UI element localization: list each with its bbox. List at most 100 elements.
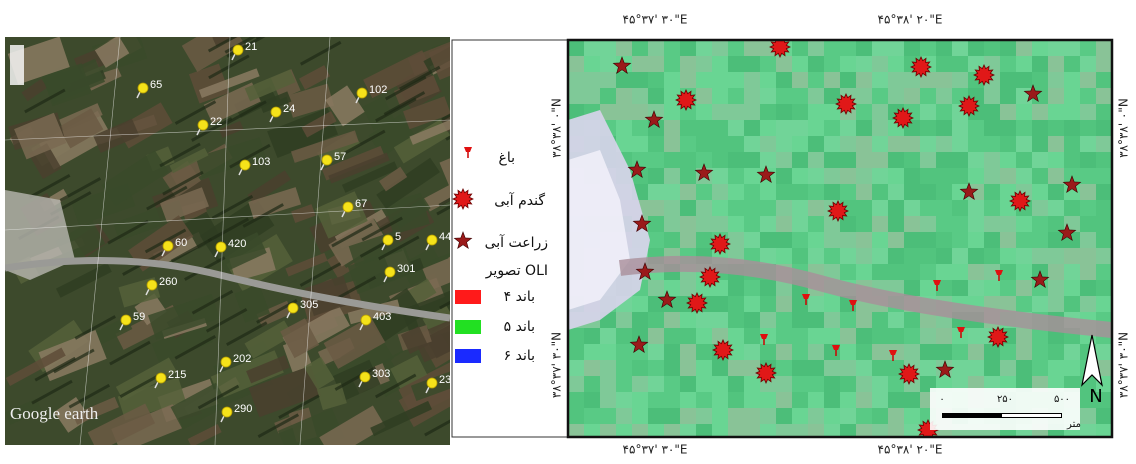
farming-symbol — [1062, 175, 1082, 193]
pin-label: 5 — [395, 231, 401, 243]
farming-symbol — [935, 360, 955, 378]
pixel — [936, 88, 952, 104]
pixel — [1064, 40, 1080, 56]
pixel — [1032, 248, 1048, 264]
pixel — [824, 392, 840, 408]
pixel — [1000, 120, 1016, 136]
pixel — [1000, 88, 1016, 104]
pixel — [664, 424, 680, 437]
pixel — [856, 200, 872, 216]
field-patch — [370, 400, 432, 437]
pin-label: 21 — [245, 41, 257, 53]
pixel — [664, 328, 680, 344]
pixel — [1000, 40, 1016, 56]
pixel — [968, 152, 984, 168]
pixel — [872, 360, 888, 376]
pixel — [616, 40, 632, 56]
pixel — [744, 360, 760, 376]
pixel — [600, 72, 616, 88]
pixel — [904, 392, 920, 408]
pixel — [1048, 120, 1064, 136]
tree-row — [207, 37, 238, 53]
pixel — [1032, 152, 1048, 168]
pixel — [904, 424, 920, 437]
legend-swatch — [455, 320, 481, 334]
tree-row — [31, 379, 73, 405]
pixel — [1000, 200, 1016, 216]
field-patch — [212, 37, 241, 47]
pixel — [936, 72, 952, 88]
pixel — [888, 360, 904, 376]
pixel — [968, 136, 984, 152]
pixel — [1048, 56, 1064, 72]
tree-row — [229, 143, 271, 169]
pixel — [744, 376, 760, 392]
pixel — [904, 200, 920, 216]
pixel — [584, 328, 600, 344]
pixel — [936, 232, 952, 248]
pixel — [600, 344, 616, 360]
field-patch — [423, 172, 450, 212]
pixel — [856, 248, 872, 264]
pixel — [584, 360, 600, 376]
pixel — [1032, 72, 1048, 88]
field-patch — [303, 356, 335, 390]
wheat-symbol — [712, 339, 734, 361]
longitude-label: ۴۵°۳۷' ۳۰"E — [623, 443, 688, 457]
pixel — [888, 40, 904, 56]
pin-label: 301 — [397, 263, 415, 275]
pixel — [680, 216, 696, 232]
pixel — [984, 40, 1000, 56]
pixel — [920, 360, 936, 376]
pixel — [920, 200, 936, 216]
pin-label: 57 — [334, 151, 346, 163]
farming-symbol — [959, 182, 979, 200]
farming-symbol — [629, 335, 649, 353]
pixel — [984, 280, 1000, 296]
pixel — [600, 424, 616, 437]
wheat-symbol — [686, 292, 708, 314]
tree-row — [278, 394, 320, 420]
pixel — [712, 120, 728, 136]
pixel — [1048, 152, 1064, 168]
pin-label: 303 — [372, 368, 390, 380]
pixel — [680, 56, 696, 72]
legend-wheat-symbol — [452, 188, 474, 210]
pixel — [856, 152, 872, 168]
pixel — [968, 344, 984, 360]
pixel — [696, 88, 712, 104]
pixel — [1048, 104, 1064, 120]
grid-overlay — [299, 37, 331, 445]
pixel — [872, 264, 888, 280]
pixel — [840, 216, 856, 232]
pixel — [776, 184, 792, 200]
pin-head — [342, 201, 354, 213]
pixel — [1016, 248, 1032, 264]
orchard-symbol — [957, 327, 965, 332]
orchard-symbol — [802, 294, 810, 299]
field-patch — [285, 252, 328, 277]
pixel — [808, 72, 824, 88]
field-patch — [159, 187, 210, 223]
pixel — [984, 152, 1000, 168]
wheat-symbol — [898, 363, 920, 385]
pixel — [712, 184, 728, 200]
pixel — [920, 344, 936, 360]
pixel — [760, 296, 776, 312]
pixel — [1032, 232, 1048, 248]
tree-row — [224, 37, 257, 54]
pixel — [872, 152, 888, 168]
scale-tick-label: ۵۰۰ — [1054, 394, 1070, 405]
pixel — [952, 200, 968, 216]
pixel — [856, 328, 872, 344]
field-patch — [413, 315, 450, 363]
pixel — [872, 88, 888, 104]
pixel — [888, 168, 904, 184]
pixel — [664, 312, 680, 328]
pixel — [1032, 296, 1048, 312]
pixel — [760, 104, 776, 120]
pixel — [1096, 104, 1112, 120]
pixel — [936, 136, 952, 152]
pixel — [776, 216, 792, 232]
field-patch — [301, 111, 337, 138]
